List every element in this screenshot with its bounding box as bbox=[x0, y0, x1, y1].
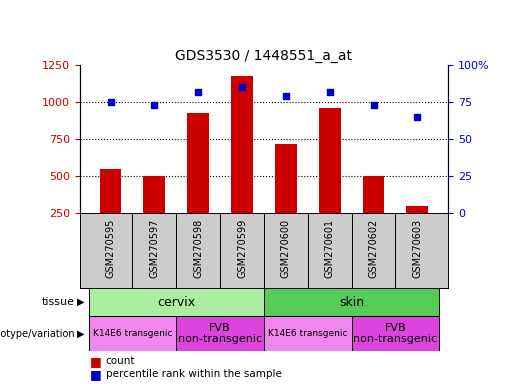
Point bbox=[150, 102, 159, 108]
Text: ■: ■ bbox=[90, 355, 102, 368]
Bar bbox=[264, 316, 352, 351]
Bar bbox=[176, 316, 264, 351]
Text: GSM270603: GSM270603 bbox=[413, 219, 422, 278]
Point bbox=[413, 114, 421, 120]
Point bbox=[194, 89, 202, 95]
Text: GSM270595: GSM270595 bbox=[106, 219, 115, 278]
Text: GSM270601: GSM270601 bbox=[324, 219, 335, 278]
Text: percentile rank within the sample: percentile rank within the sample bbox=[106, 369, 282, 379]
Text: ▶: ▶ bbox=[77, 297, 85, 307]
Bar bbox=[319, 108, 340, 213]
Bar bbox=[231, 76, 253, 213]
Point bbox=[282, 93, 290, 99]
Bar bbox=[143, 176, 165, 213]
Bar bbox=[352, 316, 439, 351]
Text: GSM270598: GSM270598 bbox=[193, 219, 203, 278]
Bar bbox=[264, 288, 439, 316]
Point bbox=[325, 89, 334, 95]
Bar bbox=[406, 206, 428, 213]
Text: FVB
non-transgenic: FVB non-transgenic bbox=[353, 323, 438, 344]
Text: K14E6 transgenic: K14E6 transgenic bbox=[93, 329, 172, 338]
Text: GSM270602: GSM270602 bbox=[369, 219, 379, 278]
Bar bbox=[275, 144, 297, 213]
Bar bbox=[363, 176, 385, 213]
Text: ▶: ▶ bbox=[77, 329, 85, 339]
Title: GDS3530 / 1448551_a_at: GDS3530 / 1448551_a_at bbox=[176, 49, 352, 63]
Text: FVB
non-transgenic: FVB non-transgenic bbox=[178, 323, 262, 344]
Text: GSM270600: GSM270600 bbox=[281, 219, 291, 278]
Text: cervix: cervix bbox=[157, 296, 195, 308]
Text: ■: ■ bbox=[90, 368, 102, 381]
Point bbox=[369, 102, 377, 108]
Text: GSM270597: GSM270597 bbox=[149, 219, 159, 278]
Point bbox=[238, 84, 246, 91]
Text: tissue: tissue bbox=[42, 297, 75, 307]
Bar bbox=[99, 169, 122, 213]
Text: skin: skin bbox=[339, 296, 364, 308]
Text: count: count bbox=[106, 356, 135, 366]
Bar bbox=[89, 288, 264, 316]
Point bbox=[107, 99, 115, 105]
Bar bbox=[89, 316, 176, 351]
Bar bbox=[187, 113, 209, 213]
Text: K14E6 transgenic: K14E6 transgenic bbox=[268, 329, 348, 338]
Text: genotype/variation: genotype/variation bbox=[0, 329, 75, 339]
Text: GSM270599: GSM270599 bbox=[237, 219, 247, 278]
